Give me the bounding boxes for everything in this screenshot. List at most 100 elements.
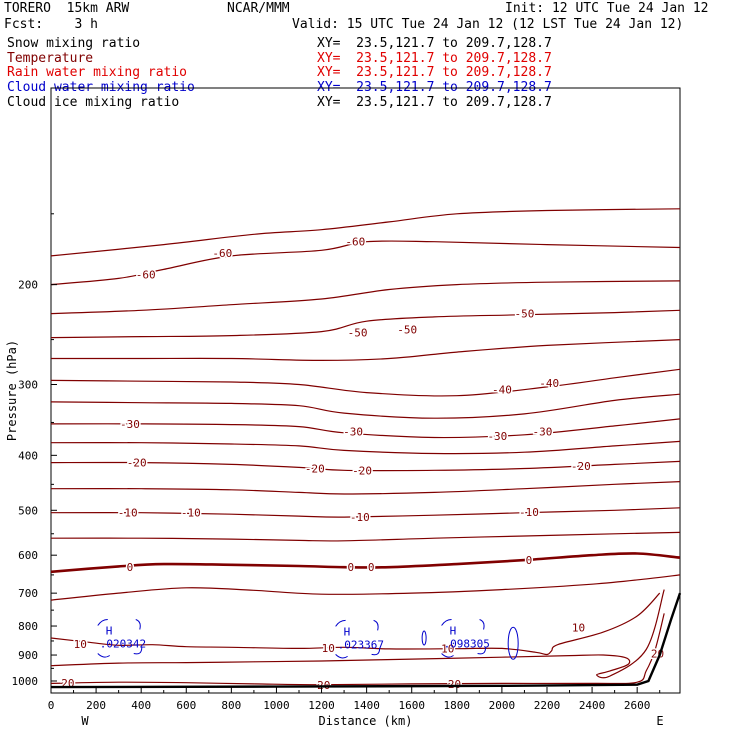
temperature-contour bbox=[51, 481, 680, 495]
contour-label: -40 bbox=[492, 383, 512, 396]
cloud-water-contour bbox=[441, 619, 487, 658]
x-tick-label: 200 bbox=[86, 699, 106, 712]
contour-label: -60 bbox=[212, 247, 232, 260]
cloud-water-high-marker: H bbox=[344, 625, 351, 638]
x-tick-label: 2400 bbox=[579, 699, 606, 712]
contour-label: -20 bbox=[305, 463, 325, 476]
plot-frame bbox=[50, 87, 681, 694]
x-tick-label: 1400 bbox=[353, 699, 380, 712]
contour-label: 0 bbox=[526, 554, 533, 567]
init-time: Init: 12 UTC Tue 24 Jan 12 bbox=[505, 1, 709, 16]
y-tick-label: 300 bbox=[18, 378, 38, 391]
contour-label: -30 bbox=[487, 430, 507, 443]
x-axis-label: Distance (km) bbox=[319, 714, 413, 728]
cloud-water-max-value: .098305 bbox=[444, 638, 490, 651]
x-tick-label: 2000 bbox=[489, 699, 516, 712]
x-tick-label: 0 bbox=[48, 699, 55, 712]
temperature-contour bbox=[51, 507, 680, 518]
contour-label: 10 bbox=[572, 622, 585, 635]
contour-label: -10 bbox=[350, 511, 370, 524]
temperature-contour bbox=[51, 418, 680, 439]
contour-label: 0 bbox=[127, 561, 134, 574]
x-tick-label: 400 bbox=[131, 699, 151, 712]
contour-label: -10 bbox=[519, 506, 539, 519]
contour-label: 10 bbox=[322, 642, 335, 655]
temperature-contour bbox=[51, 552, 680, 574]
cloud-water-contour bbox=[97, 619, 143, 658]
y-axis-label: Pressure (hPa) bbox=[5, 340, 19, 441]
y-tick-label: 200 bbox=[18, 279, 38, 292]
x-tick-label: 1600 bbox=[398, 699, 425, 712]
legend-rain: Rain water mixing ratio bbox=[7, 65, 188, 80]
east-end-label: E bbox=[656, 714, 663, 728]
contour-label: -60 bbox=[136, 269, 156, 282]
contour-label: 10 bbox=[441, 643, 454, 656]
contour-label: -10 bbox=[181, 507, 201, 520]
xy-snow: XY= 23.5,121.7 to 209.7,128.7 bbox=[317, 36, 552, 51]
contour-label: -20 bbox=[127, 457, 147, 470]
x-tick-label: 800 bbox=[221, 699, 241, 712]
temperature-contour bbox=[51, 339, 680, 362]
center-label: NCAR/MMM bbox=[227, 1, 290, 16]
y-tick-label: 500 bbox=[18, 504, 38, 517]
temperature-contour bbox=[51, 280, 680, 315]
cloud-water-contour bbox=[507, 626, 519, 660]
legend-cloud-ice: Cloud ice mixing ratio bbox=[7, 95, 180, 110]
temperature-contour bbox=[51, 592, 661, 656]
cloud-water-max-value: .023367 bbox=[338, 638, 384, 651]
y-tick-label: 1000 bbox=[12, 675, 39, 688]
xy-rain: XY= 23.5,121.7 to 209.7,128.7 bbox=[317, 65, 552, 80]
contour-label: 10 bbox=[74, 638, 87, 651]
contour-label: -10 bbox=[118, 507, 138, 520]
legend-snow: Snow mixing ratio bbox=[7, 36, 141, 51]
y-tick-label: 600 bbox=[18, 549, 38, 562]
model-title: TORERO 15km ARW bbox=[4, 1, 130, 16]
x-tick-label: 2600 bbox=[624, 699, 651, 712]
cloud-water-max-value: .020342 bbox=[100, 638, 146, 651]
contour-label: -40 bbox=[539, 377, 559, 390]
contour-label: -60 bbox=[345, 236, 365, 249]
x-tick-label: 2200 bbox=[534, 699, 561, 712]
valid-time: Valid: 15 UTC Tue 24 Jan 12 (12 LST Tue … bbox=[292, 17, 684, 32]
contour-label: -30 bbox=[343, 425, 363, 438]
contour-label: -20 bbox=[571, 460, 591, 473]
legend-temperature: Temperature bbox=[7, 51, 94, 66]
temperature-contour bbox=[51, 208, 680, 257]
temperature-contour bbox=[51, 440, 680, 455]
cloud-water-high-marker: H bbox=[450, 625, 457, 638]
contour-label: -30 bbox=[533, 425, 553, 438]
contour-label: 0 bbox=[348, 561, 355, 574]
temperature-contour bbox=[51, 589, 665, 679]
cloud-water-high-marker: H bbox=[106, 625, 113, 638]
contour-label: 0 bbox=[368, 561, 375, 574]
xy-cloud-ice: XY= 23.5,121.7 to 209.7,128.7 bbox=[317, 95, 552, 110]
contour-label: -50 bbox=[397, 324, 417, 337]
y-tick-label: 800 bbox=[18, 620, 38, 633]
x-tick-label: 1800 bbox=[444, 699, 471, 712]
xy-temperature: XY= 23.5,121.7 to 209.7,128.7 bbox=[317, 51, 552, 66]
temperature-contour bbox=[51, 240, 680, 286]
temperature-contour bbox=[51, 393, 680, 419]
temperature-contour bbox=[51, 531, 680, 542]
x-tick-label: 1200 bbox=[308, 699, 335, 712]
cloud-water-contour bbox=[335, 619, 381, 659]
y-tick-label: 900 bbox=[18, 649, 38, 662]
temperature-contour bbox=[51, 613, 665, 686]
x-tick-label: 600 bbox=[176, 699, 196, 712]
temperature-contour bbox=[51, 368, 680, 397]
terrain-surface bbox=[50, 592, 682, 689]
cloud-water-contour bbox=[421, 630, 427, 646]
contour-label: -50 bbox=[348, 327, 368, 340]
west-end-label: W bbox=[81, 714, 89, 728]
contour-label: -50 bbox=[515, 308, 535, 321]
contour-label: -30 bbox=[120, 418, 140, 431]
contour-label: 20 bbox=[448, 678, 461, 691]
temperature-contour bbox=[51, 460, 680, 472]
temperature-contour bbox=[51, 309, 680, 339]
temperature-contour bbox=[51, 574, 680, 601]
x-tick-label: 1000 bbox=[263, 699, 290, 712]
y-tick-label: 700 bbox=[18, 587, 38, 600]
contour-label: -20 bbox=[352, 464, 372, 477]
forecast-hour: Fcst: 3 h bbox=[4, 17, 98, 32]
